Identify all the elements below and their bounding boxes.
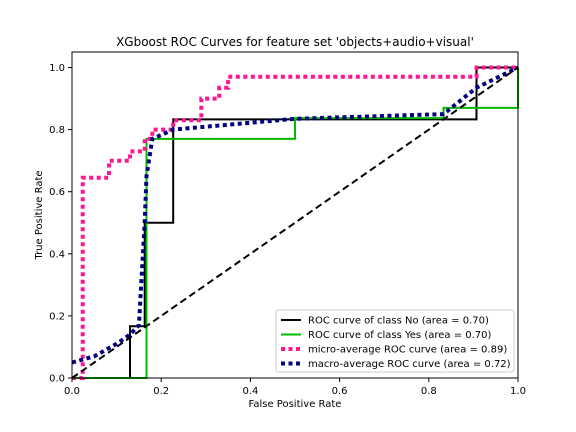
x-tick-label: 0.8 <box>421 386 437 397</box>
chart-title: XGboost ROC Curves for feature set 'obje… <box>116 35 474 49</box>
y-tick-label: 0.0 <box>49 374 65 385</box>
plot-frame <box>71 51 519 379</box>
y-tick-label: 0.8 <box>49 125 65 136</box>
series-line-1 <box>72 67 519 379</box>
y-axis-label: True Positive Rate <box>34 170 45 260</box>
x-tick-label: 1.0 <box>510 386 526 397</box>
x-axis-ticks: 0.0 0.2 0.4 0.6 0.8 1.0 <box>64 378 526 397</box>
series-line-2 <box>72 65 518 380</box>
legend-frame <box>275 309 515 373</box>
x-tick-label: 0.2 <box>153 386 169 397</box>
legend-label-0: ROC curve of class No (area = 0.70) <box>308 316 489 327</box>
legend-label-1: ROC curve of class Yes (area = 0.70) <box>308 330 492 341</box>
y-tick-label: 1.0 <box>49 63 65 74</box>
chance-diagonal-line <box>71 66 519 379</box>
legend-label-2: micro-average ROC curve (area = 0.89) <box>308 345 507 356</box>
plot-lines <box>71 65 519 380</box>
series-line-3 <box>71 65 519 365</box>
series-line-0 <box>72 66 518 379</box>
y-tick-label: 0.2 <box>49 311 65 322</box>
legend-label-3: macro-average ROC curve (area = 0.72) <box>308 359 511 370</box>
y-tick-label: 0.4 <box>49 249 65 260</box>
y-tick-label: 0.6 <box>49 187 65 198</box>
x-tick-label: 0.4 <box>242 386 258 397</box>
legend: ROC curve of class No (area = 0.70) ROC c… <box>275 309 515 373</box>
x-tick-label: 0.6 <box>332 386 348 397</box>
x-axis-label: False Positive Rate <box>249 399 342 410</box>
x-tick-label: 0.0 <box>64 386 80 397</box>
y-axis-ticks: 0.0 0.2 0.4 0.6 0.8 1.0 <box>49 63 72 385</box>
